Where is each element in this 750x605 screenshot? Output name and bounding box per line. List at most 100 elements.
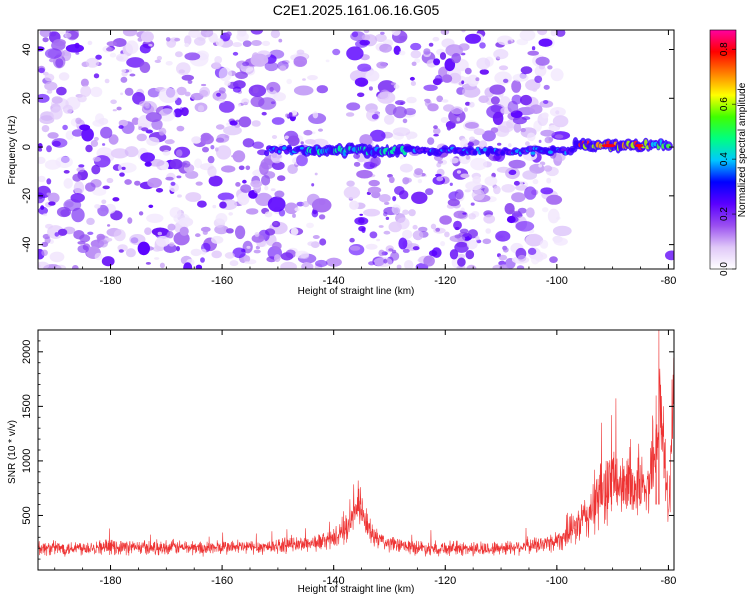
heatmap-noise-cell [538, 164, 543, 168]
snr-y-label: SNR (10 * v/v) [7, 420, 18, 484]
heatmap-noise-cell [454, 189, 464, 200]
heatmap-noise-cell [75, 52, 80, 55]
heatmap-noise-cell [349, 237, 355, 243]
heatmap-noise-cell [53, 39, 66, 47]
heatmap-noise-cell [311, 131, 316, 135]
heatmap-noise-cell [414, 58, 421, 63]
heatmap-noise-cell [516, 38, 529, 46]
heatmap-noise-cell [547, 65, 553, 70]
heatmap-noise-cell [498, 65, 509, 71]
snr-x-tick-label: -120 [434, 575, 456, 587]
heatmap-noise-cell [402, 118, 408, 124]
heatmap-noise-cell [539, 100, 554, 108]
heatmap-noise-cell [502, 247, 509, 253]
heatmap-noise-cell [137, 241, 150, 256]
heatmap-noise-cell [447, 198, 460, 207]
heatmap-noise-cell [49, 251, 65, 263]
heatmap-noise-cell [369, 129, 386, 142]
heatmap-noise-cell [325, 257, 342, 267]
heatmap-noise-cell [38, 192, 45, 204]
heatmap-noise-cell [552, 115, 569, 128]
heatmap-noise-cell [532, 179, 539, 185]
heatmap-noise-cell [270, 188, 276, 192]
heatmap-noise-cell [176, 246, 180, 252]
heatmap-noise-cell [392, 127, 411, 137]
heatmap-noise-cell [311, 183, 315, 187]
heatmap-noise-cell [48, 201, 56, 206]
snr-y-tick-label: 1000 [21, 449, 33, 473]
heatmap-noise-cell [229, 120, 238, 126]
heatmap-noise-cell [129, 73, 136, 77]
heatmap-noise-cell [216, 92, 221, 97]
heatmap-noise-cell [264, 211, 273, 218]
heatmap-noise-cell [450, 106, 463, 115]
heatmap-noise-cell [229, 260, 239, 267]
heatmap-signal-core [570, 147, 576, 151]
heatmap-noise-cell [264, 61, 279, 72]
heatmap-noise-cell [41, 249, 48, 256]
heatmap-noise-cell [406, 135, 411, 140]
heatmap-noise-cell [475, 77, 480, 82]
heatmap-noise-cell [46, 89, 53, 94]
heatmap-noise-cell [97, 204, 109, 217]
heatmap-noise-cell [503, 78, 509, 83]
heatmap-noise-cell [79, 124, 91, 131]
heatmap-noise-cell [417, 179, 423, 184]
heatmap-noise-cell [90, 140, 99, 147]
heatmap-noise-cell [274, 190, 285, 198]
heatmap-noise-cell [254, 232, 260, 237]
heatmap-noise-cell [242, 138, 255, 148]
heatmap-noise-cell [273, 221, 278, 226]
heatmap-noise-cell [365, 243, 378, 250]
heatmap-noise-cell [212, 61, 221, 70]
heatmap-noise-cell [181, 160, 191, 168]
heatmap-noise-cell [71, 129, 83, 137]
heatmap-noise-cell [357, 92, 365, 98]
heatmap-noise-cell [184, 52, 201, 61]
heatmap-noise-cell [197, 105, 205, 112]
heatmap-signal-core [476, 147, 479, 152]
heatmap-signal-core [500, 151, 505, 155]
heatmap-noise-cell [424, 98, 431, 103]
heatmap-noise-cell [167, 223, 176, 231]
heatmap-noise-cell [40, 205, 45, 210]
heatmap-noise-cell [512, 73, 529, 82]
heatmap-noise-cell [312, 235, 320, 239]
heatmap-noise-cell [525, 207, 535, 218]
heatmap-noise-cell [475, 235, 480, 241]
chart-title: C2E1.2025.161.06.16.G05 [273, 2, 440, 18]
heatmap-noise-cell [87, 40, 93, 46]
heatmap-noise-cell [550, 30, 557, 37]
heatmap-noise-cell [106, 47, 114, 52]
heatmap-noise-cell [85, 57, 100, 68]
heatmap-noise-cell [506, 119, 515, 129]
heatmap-noise-cell [462, 212, 467, 215]
heatmap-noise-cell [251, 234, 265, 243]
snr-y-ticks: 500 1000 1500 2000 [21, 340, 674, 560]
heatmap-noise-cell [418, 226, 428, 232]
heatmap-noise-cell [270, 30, 281, 39]
heatmap-noise-cell [436, 95, 444, 103]
heatmap-noise-cell [101, 199, 107, 205]
heatmap-noise-cell [124, 87, 134, 96]
heatmap-noise-cell [165, 37, 171, 42]
heatmap-noise-cell [543, 84, 550, 90]
heatmap-noise-cell [391, 30, 401, 36]
heatmap-noise-cell [200, 257, 205, 263]
heatmap-noise-cell [237, 192, 250, 206]
heatmap-noise-cell [151, 227, 169, 237]
heatmap-noise-cell [384, 201, 390, 205]
heatmap-noise-cell [242, 61, 250, 67]
heatmap-noise-cell [467, 229, 478, 239]
heatmap-noise-cell [517, 254, 527, 262]
heatmap-noise-cell [290, 227, 299, 236]
snr-x-ticks: -180 -160 -140 -120 -100 -80 [54, 330, 676, 587]
heatmap-noise-cell [368, 179, 380, 187]
heatmap-noise-cell [258, 97, 277, 110]
heatmap-noise-cell [354, 217, 369, 225]
heatmap-noise-cell [453, 220, 462, 230]
heatmap-noise-cell [93, 136, 99, 141]
heatmap-noise-cell [293, 85, 314, 96]
heatmap-noise-cell [55, 264, 67, 269]
heatmap-noise-cell [456, 242, 467, 248]
